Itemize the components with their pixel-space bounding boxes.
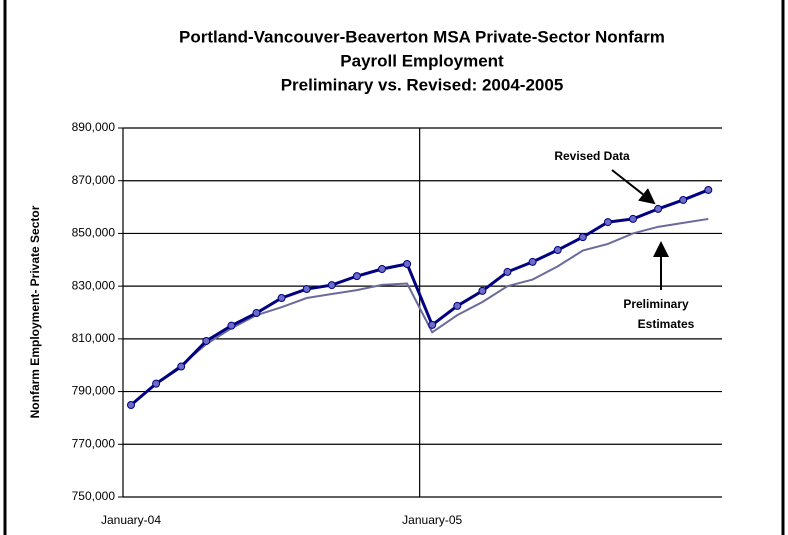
y-tick-label: 790,000: [72, 384, 116, 398]
data-point: [654, 204, 663, 213]
frame: [3, 0, 785, 535]
data-point: [679, 195, 688, 204]
chart-title: Preliminary vs. Revised: 2004-2005: [281, 75, 564, 94]
x-tick-label: January-04: [101, 513, 161, 527]
data-point: [453, 301, 462, 310]
annotation: Preliminary: [623, 297, 689, 311]
data-point: [704, 185, 713, 194]
data-point: [578, 233, 587, 242]
data-point: [428, 320, 437, 329]
data-point: [553, 246, 562, 255]
data-point: [152, 379, 161, 388]
data-point: [302, 285, 311, 294]
y-tick-label: 850,000: [72, 226, 116, 240]
data-point: [202, 336, 211, 345]
y-tick-label: 770,000: [72, 436, 116, 450]
data-point: [327, 281, 336, 290]
x-tick-label: January-05: [402, 513, 462, 527]
data-point: [629, 214, 637, 223]
data-point: [503, 267, 512, 276]
data-point: [127, 401, 135, 410]
data-point: [603, 218, 612, 227]
data-point: [378, 265, 386, 274]
series-line: [130, 188, 709, 407]
y-tick-label: 810,000: [72, 331, 116, 345]
chart-title: Portland-Vancouver-Beaverton MSA Private…: [179, 27, 665, 46]
data-point: [252, 309, 261, 318]
data-point: [352, 272, 361, 281]
data-point: [528, 257, 537, 266]
y-tick-label: 830,000: [72, 278, 116, 292]
data-point: [403, 260, 412, 269]
chart-title: Payroll Employment: [340, 51, 504, 70]
data-point: [227, 321, 236, 330]
data-point: [478, 286, 487, 295]
data-point: [177, 362, 186, 371]
annotation-arrow: [611, 169, 656, 205]
y-tick-label: 890,000: [72, 120, 116, 134]
series-line: [130, 217, 709, 406]
annotation: Revised Data: [554, 149, 630, 163]
y-axis-label: Nonfarm Employment- Private Sector: [28, 205, 42, 418]
y-tick-label: 870,000: [72, 173, 116, 187]
annotation: Estimates: [638, 317, 695, 331]
data-point: [277, 294, 286, 303]
y-tick-label: 750,000: [72, 489, 116, 503]
